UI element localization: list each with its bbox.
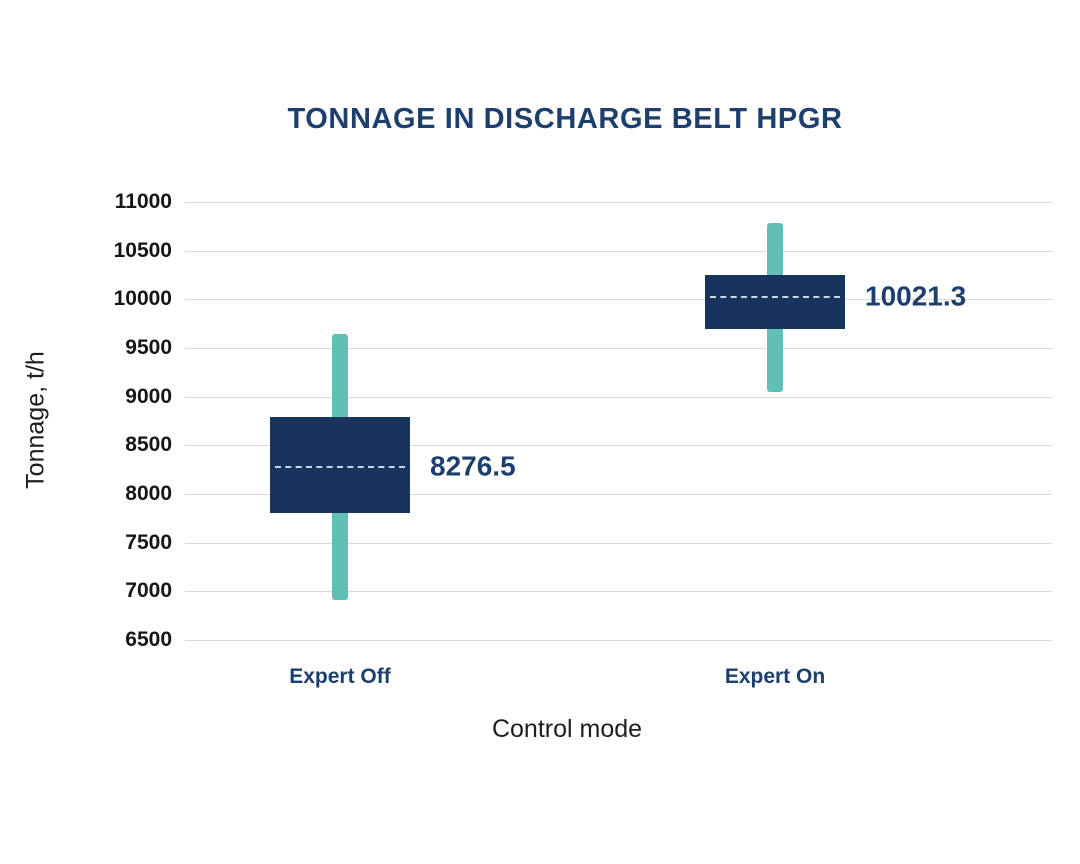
chart-title: TONNAGE IN DISCHARGE BELT HPGR	[287, 103, 843, 135]
x-axis-label: Control mode	[491, 715, 643, 743]
gridline	[185, 445, 1052, 447]
mean-value-label: 10021.3	[865, 280, 967, 312]
y-tick-label: 10000	[113, 287, 172, 311]
gridline	[185, 591, 1052, 593]
y-tick-label: 7500	[125, 530, 172, 554]
y-tick-label: 8500	[125, 433, 172, 457]
gridline	[185, 202, 1052, 203]
gridline	[185, 396, 1052, 398]
y-tick-label: 10500	[113, 238, 172, 262]
y-tick-label: 9000	[125, 384, 172, 408]
y-tick-label: 6500	[125, 628, 172, 651]
box-range	[705, 275, 845, 329]
gridline	[185, 250, 1052, 252]
y-tick-label: 11000	[114, 190, 172, 213]
y-tick-label: 9500	[125, 336, 172, 359]
gridline	[185, 542, 1052, 544]
box-range	[270, 417, 410, 514]
mean-value-label: 8276.5	[430, 450, 516, 482]
y-tick-label: 8000	[125, 482, 172, 505]
x-tick-label: Expert On	[724, 665, 826, 688]
gridline	[185, 348, 1052, 349]
gridline	[185, 640, 1052, 641]
gridline	[185, 494, 1052, 495]
x-tick-label: Expert Off	[289, 665, 391, 688]
mean-dashed-line	[710, 296, 840, 299]
y-tick-label: 7000	[125, 579, 172, 603]
mean-dashed-line	[275, 466, 405, 469]
gridline	[185, 299, 1052, 301]
